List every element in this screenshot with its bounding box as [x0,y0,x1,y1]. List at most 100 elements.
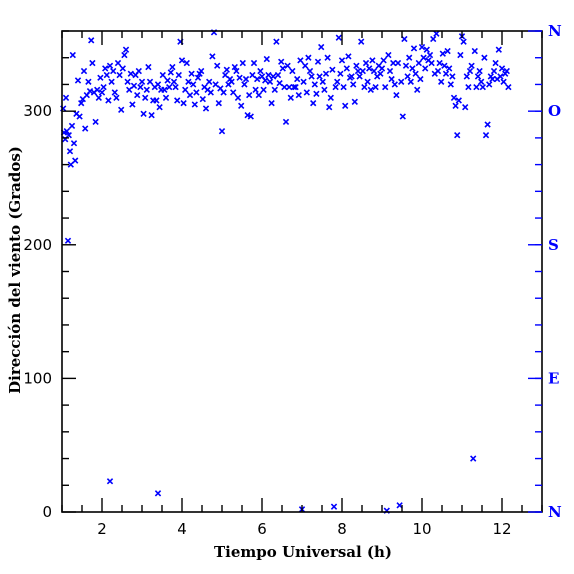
data-point [116,71,123,79]
data-point [130,82,138,89]
data-point [332,83,339,91]
data-point [223,66,230,73]
data-point [218,128,226,135]
data-point [92,118,99,126]
data-point [468,62,475,69]
data-point [154,490,162,497]
data-point [108,78,115,85]
data-point [316,73,323,80]
data-point [78,99,85,107]
data-point [214,62,221,69]
data-point [228,78,235,85]
data-point [476,67,483,75]
data-point [398,78,405,85]
data-point [470,455,477,462]
data-point [202,105,210,112]
data-point [72,157,79,164]
data-point [268,99,275,107]
data-point [382,83,389,91]
data-point [100,83,107,91]
data-point [447,81,454,88]
data-point [492,59,499,67]
data-point [310,99,317,107]
data-point [466,67,474,75]
data-point [88,37,95,44]
data-point [68,122,76,130]
data-point [444,47,451,55]
y-axis-title: Dirección del viento (Grados) [6,146,24,394]
data-point [457,51,464,59]
data-point [122,46,130,53]
data-point [361,83,368,91]
data-point [89,59,96,67]
data-point [266,78,274,85]
data-point [119,65,126,72]
data-point [178,57,186,64]
data-point [490,67,498,75]
data-point [439,50,446,57]
data-point [239,59,246,67]
data-point [465,83,472,91]
data-point [286,83,293,91]
data-point [153,97,160,104]
data-point [263,55,270,63]
data-point [479,83,486,91]
data-point [238,102,245,109]
data-point [94,86,101,93]
y-tick-label: 200 [23,236,52,254]
data-point [302,62,309,69]
data-point [292,83,299,91]
data-point [322,70,330,77]
data-point [324,54,331,61]
data-point [370,67,378,75]
data-point [367,86,374,93]
data-point [318,43,325,51]
data-point [127,70,134,77]
data-point [478,78,485,85]
data-point [372,83,379,91]
data-point [114,59,122,67]
data-point [260,86,267,93]
data-point [86,87,94,95]
data-point [314,58,322,65]
data-point [191,101,198,108]
data-point [231,63,238,71]
data-point [262,77,269,84]
data-point [257,67,264,75]
data-point [230,89,237,96]
data-point [391,81,398,88]
data-point [102,65,109,72]
data-point [409,65,416,72]
data-point [295,91,302,99]
data-point [145,63,152,71]
data-point [242,75,250,83]
data-point [359,67,366,75]
data-point [345,53,352,60]
data-point [199,95,206,103]
data-point [234,94,242,101]
data-point [185,78,192,85]
data-point [166,83,173,91]
data-point [463,73,470,80]
data-point [170,78,178,85]
data-point [148,112,155,119]
data-point [182,86,189,93]
data-point [313,90,320,97]
data-point [69,51,76,59]
data-point [110,67,117,75]
y-tick-label: 300 [23,102,52,120]
data-point [433,30,440,37]
data-point [220,89,227,96]
data-point [105,97,112,104]
data-point [129,101,136,108]
data-point [249,71,256,79]
data-point [356,73,363,80]
direction-label: N [548,22,562,40]
data-point [134,91,141,99]
data-point [254,75,261,83]
data-point [366,65,373,72]
data-point [186,91,194,99]
data-point [265,71,272,79]
data-point [276,79,283,87]
